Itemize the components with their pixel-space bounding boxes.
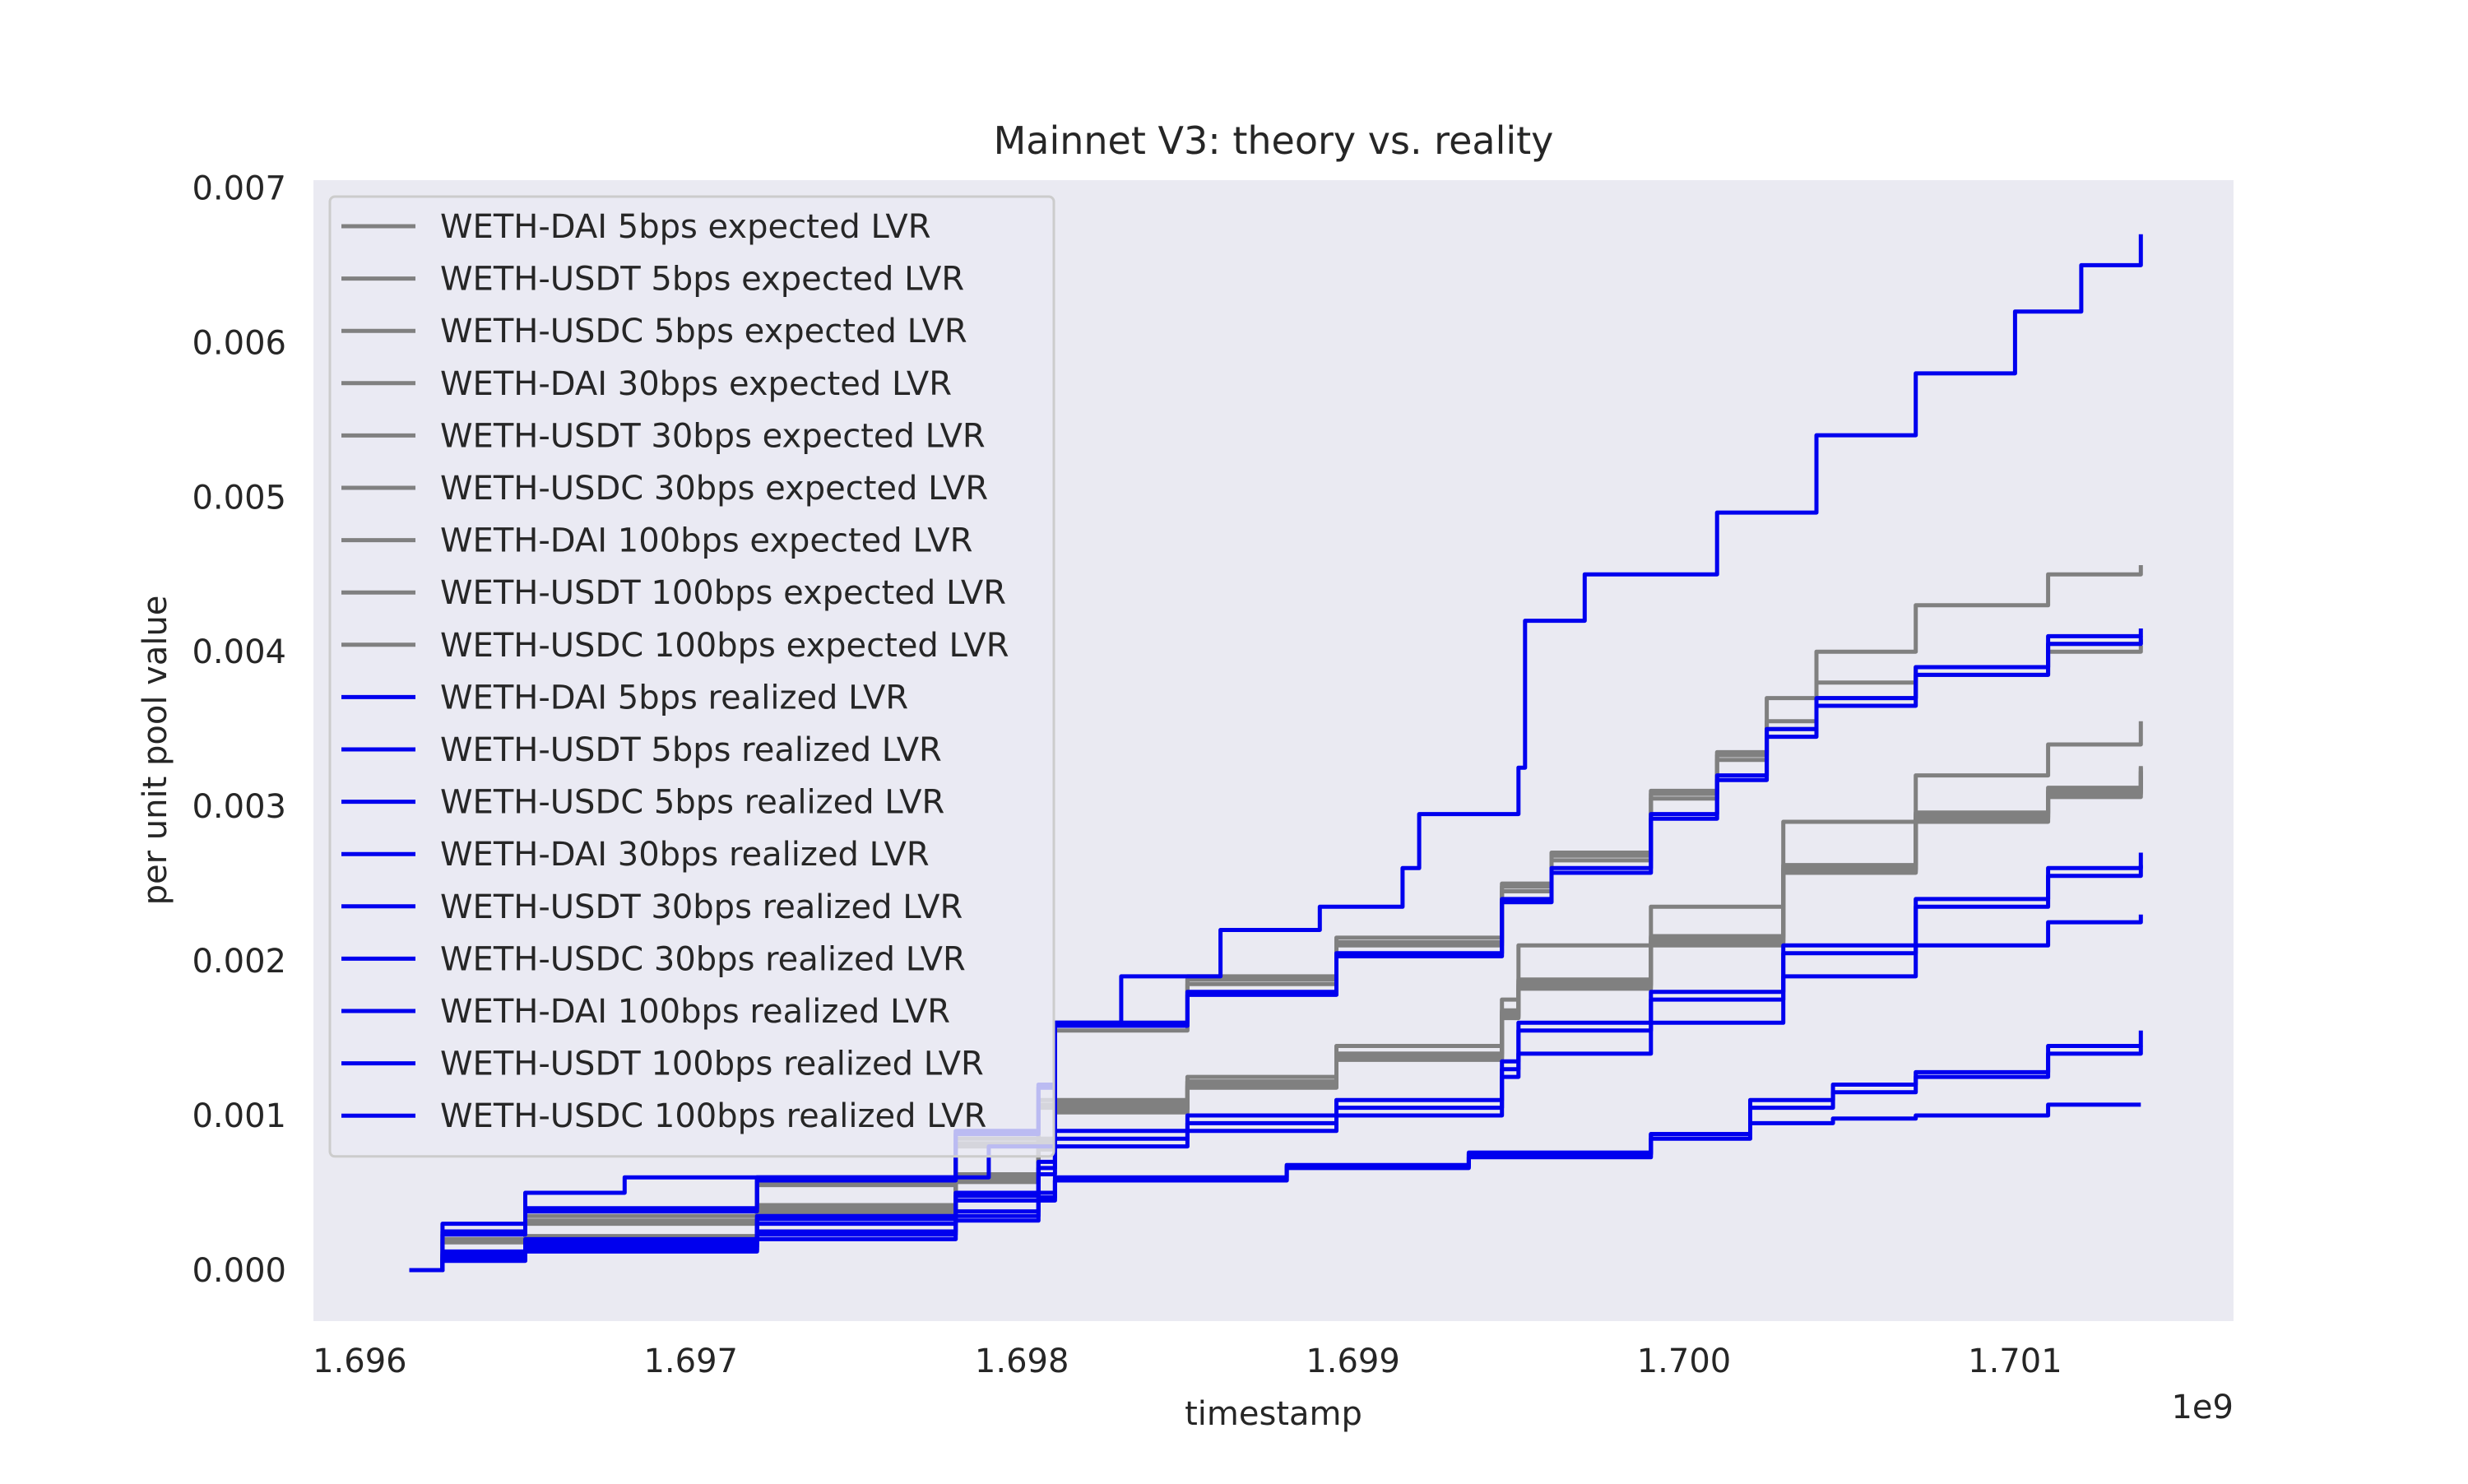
- x-tick-label: 1.700: [1637, 1343, 1732, 1380]
- series-line-10: [409, 234, 2143, 1273]
- legend-item-label: WETH-DAI 5bps expected LVR: [440, 208, 931, 246]
- x-axis-label: timestamp: [1185, 1395, 1362, 1433]
- legend-item-label: WETH-USDC 5bps expected LVR: [440, 313, 967, 350]
- x-tick-label: 1.701: [1968, 1343, 2062, 1380]
- y-tick-labels: 0.000 0.001 0.002 0.003 0.004 0.005 0.006 0.007: [192, 169, 286, 1290]
- y-tick-label: 0.005: [192, 479, 286, 517]
- legend-item-label: WETH-DAI 30bps realized LVR: [440, 836, 930, 874]
- series-line-18: [409, 1102, 2141, 1273]
- legend-item-label: WETH-USDT 30bps expected LVR: [440, 417, 986, 455]
- legend-item-label: WETH-USDT 100bps expected LVR: [440, 574, 1006, 612]
- legend-item-label: WETH-USDT 30bps realized LVR: [440, 888, 963, 926]
- legend-item-label: WETH-USDC 100bps realized LVR: [440, 1097, 986, 1135]
- legend-item-label: WETH-DAI 5bps realized LVR: [440, 679, 908, 716]
- series-line-12: [409, 636, 2143, 1273]
- y-tick-label: 0.002: [192, 943, 286, 981]
- chart-title: Mainnet V3: theory vs. reality: [994, 118, 1554, 163]
- x-tick-label: 1.698: [975, 1343, 1069, 1380]
- y-tick-label: 0.004: [192, 633, 286, 671]
- legend-item-label: WETH-USDC 30bps expected LVR: [440, 470, 988, 508]
- y-tick-label: 0.003: [192, 788, 286, 826]
- x-tick-label: 1.699: [1306, 1343, 1400, 1380]
- y-tick-label: 0.007: [192, 169, 286, 207]
- legend-item-label: WETH-DAI 100bps realized LVR: [440, 993, 950, 1031]
- series-layer: [409, 234, 2143, 1273]
- legend-item-label: WETH-DAI 30bps expected LVR: [440, 365, 952, 403]
- y-tick-label: 0.000: [192, 1252, 286, 1290]
- legend-item-label: WETH-USDT 5bps expected LVR: [440, 261, 964, 299]
- y-tick-label: 0.001: [192, 1097, 286, 1135]
- legend-item-label: WETH-DAI 100bps expected LVR: [440, 522, 972, 560]
- legend: WETH-DAI 5bps expected LVR WETH-USDT 5bps…: [328, 195, 1055, 1158]
- legend-item-label: WETH-USDT 5bps realized LVR: [440, 731, 942, 769]
- y-axis-label: per unit pool value: [137, 596, 174, 906]
- legend-item-label: WETH-USDT 100bps realized LVR: [440, 1046, 984, 1083]
- legend-item-label: WETH-USDC 30bps realized LVR: [440, 940, 966, 978]
- legend-item-label: WETH-USDC 100bps expected LVR: [440, 627, 1009, 665]
- x-axis-offset-label: 1e9: [2171, 1389, 2234, 1426]
- legend-item-label: WETH-USDC 5bps realized LVR: [440, 784, 944, 822]
- x-tick-label: 1.697: [643, 1343, 738, 1380]
- x-tick-label: 1.696: [313, 1343, 407, 1380]
- x-tick-labels: 1.696 1.697 1.698 1.699 1.700 1.701: [313, 1343, 2062, 1380]
- legend-box: [328, 195, 1055, 1158]
- y-tick-label: 0.006: [192, 324, 286, 362]
